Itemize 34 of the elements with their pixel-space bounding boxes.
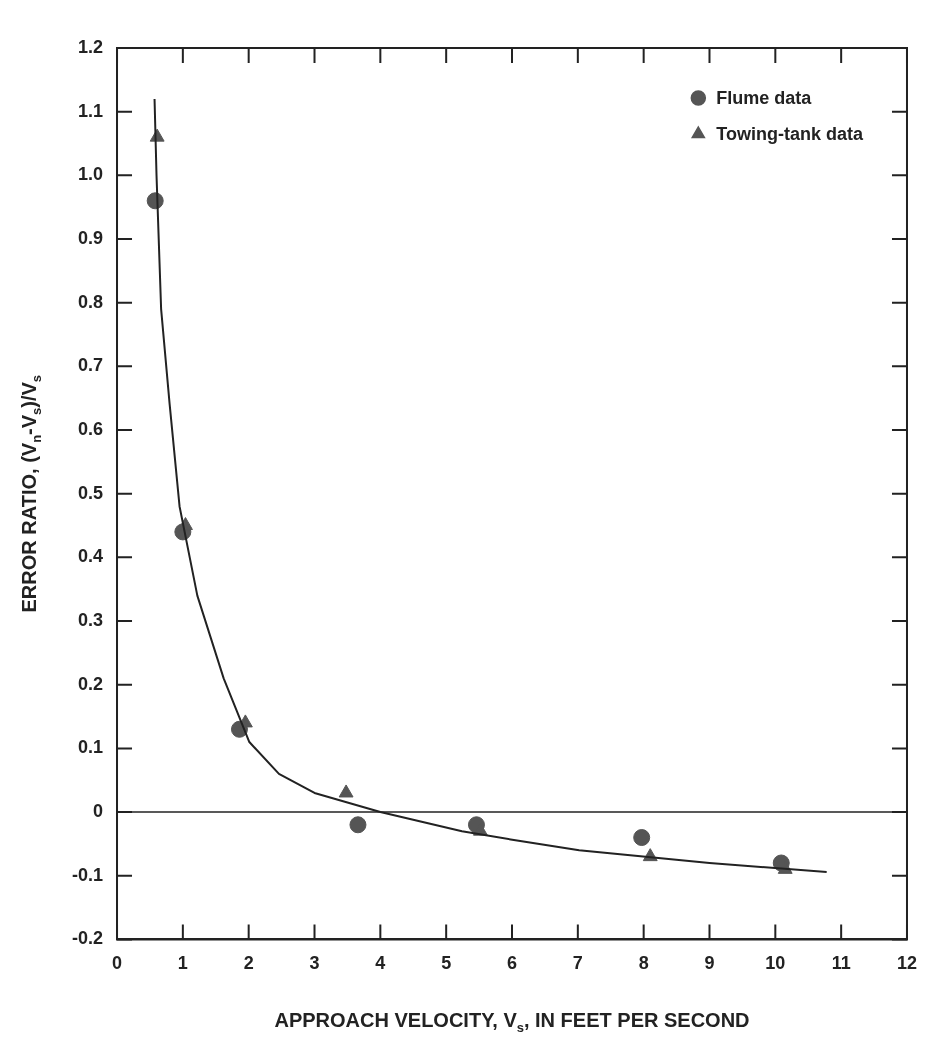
x-tick-label: 2 xyxy=(243,953,254,974)
x-tick-label: 1 xyxy=(177,953,188,974)
y-tick-label: -0.2 xyxy=(71,928,104,949)
y-tick-label: 1.2 xyxy=(77,36,104,57)
y-tick-label: 1.0 xyxy=(77,164,104,185)
x-tick-label: 10 xyxy=(765,953,786,974)
x-tick-label: 3 xyxy=(309,953,320,974)
y-tick-label: 0.5 xyxy=(77,482,104,503)
legend-label: Towing-tank data xyxy=(716,123,864,144)
y-tick-label: 0.3 xyxy=(77,610,104,631)
x-tick-label: 7 xyxy=(572,953,583,974)
x-tick-label: 5 xyxy=(441,953,452,974)
point xyxy=(338,784,354,798)
y-tick-label: 1.1 xyxy=(77,100,104,121)
x-tick-label: 6 xyxy=(507,953,518,974)
y-tick-label: -0.1 xyxy=(71,864,104,885)
legend-label: Flume data xyxy=(716,87,813,108)
y-tick-label: 0.2 xyxy=(77,673,104,694)
y-tick-label: 0 xyxy=(93,801,104,822)
x-tick-label: 12 xyxy=(896,953,917,974)
point xyxy=(633,829,651,847)
y-tick-label: 0.7 xyxy=(77,355,104,376)
y-tick-label: 0.6 xyxy=(77,419,104,439)
y-tick-label: 0.4 xyxy=(77,546,104,567)
x-tick-label: 11 xyxy=(831,953,851,974)
y-tick-label: 0.8 xyxy=(77,291,104,312)
x-tick-label: 9 xyxy=(704,953,715,974)
x-tick-label: 0 xyxy=(112,953,123,974)
y-tick-label: 0.1 xyxy=(77,737,104,758)
y-axis-title: ERROR RATIO, (Vn-Vs)/Vs xyxy=(18,374,44,613)
x-tick-label: 8 xyxy=(638,953,649,974)
x-tick-label: 4 xyxy=(375,953,386,974)
y-tick-label: 0.9 xyxy=(77,227,104,248)
point xyxy=(349,816,367,834)
